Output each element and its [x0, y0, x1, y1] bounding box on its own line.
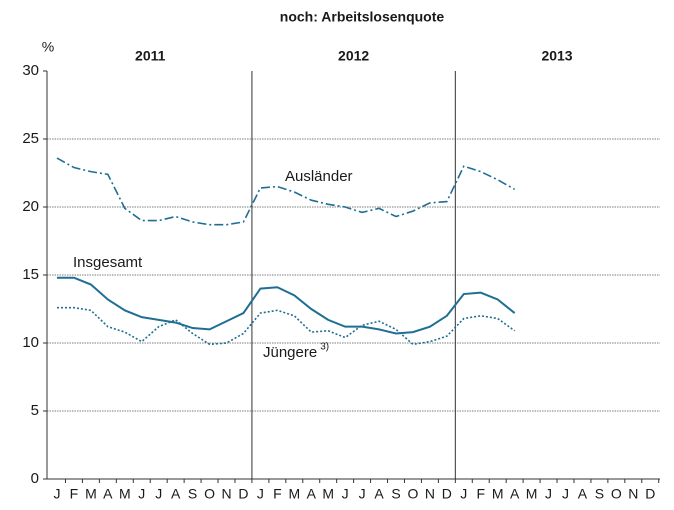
- x-tick-label: J: [342, 486, 349, 502]
- x-tick-label: M: [526, 486, 538, 502]
- series-label: Ausländer: [285, 168, 353, 185]
- x-tick-label: M: [288, 486, 300, 502]
- series-label: Insgesamt: [73, 254, 143, 271]
- x-tick-label: N: [425, 486, 435, 502]
- y-tick-label: 10: [22, 334, 39, 351]
- x-tick-label: F: [476, 486, 485, 502]
- x-tick-label: N: [628, 486, 638, 502]
- x-tick-label: M: [119, 486, 131, 502]
- series-line: [57, 306, 516, 346]
- series-line: [56, 157, 516, 226]
- x-tick-label: F: [70, 486, 79, 502]
- y-tick-label: 30: [22, 62, 39, 79]
- x-tick-label: O: [611, 486, 622, 502]
- chart-title: noch: Arbeitslosenquote: [280, 9, 445, 25]
- x-tick-label: A: [374, 486, 384, 502]
- x-tick-label: M: [85, 486, 97, 502]
- x-tick-label: J: [545, 486, 552, 502]
- x-tick-label: A: [578, 486, 588, 502]
- x-tick-label: J: [138, 486, 145, 502]
- x-tick-label: J: [155, 486, 162, 502]
- x-tick-label: J: [257, 486, 264, 502]
- series-label: Jüngere: [263, 344, 317, 361]
- y-tick-label: 0: [31, 470, 39, 487]
- x-tick-label: J: [54, 486, 61, 502]
- footnote-marker: 3): [320, 342, 329, 353]
- x-tick-label: J: [562, 486, 569, 502]
- x-tick-label: D: [645, 486, 655, 502]
- year-label: 2012: [338, 48, 369, 64]
- x-tick-label: M: [322, 486, 334, 502]
- x-tick-label: A: [171, 486, 181, 502]
- year-label: 2013: [541, 48, 572, 64]
- x-tick-label: N: [221, 486, 231, 502]
- x-tick-label: M: [492, 486, 504, 502]
- year-label: 2011: [135, 48, 166, 64]
- x-tick-label: S: [595, 486, 604, 502]
- x-tick-label: J: [460, 486, 467, 502]
- y-tick-label: 15: [22, 266, 39, 283]
- y-tick-label: 5: [31, 402, 39, 419]
- x-tick-label: O: [408, 486, 419, 502]
- series-line: [57, 276, 516, 335]
- x-tick-label: D: [442, 486, 452, 502]
- x-tick-label: A: [510, 486, 520, 502]
- x-tick-label: A: [103, 486, 113, 502]
- x-tick-label: O: [204, 486, 215, 502]
- x-tick-label: D: [238, 486, 248, 502]
- x-tick-label: J: [359, 486, 366, 502]
- x-tick-label: F: [273, 486, 282, 502]
- x-tick-label: A: [307, 486, 317, 502]
- y-unit: %: [42, 39, 54, 55]
- x-tick-label: S: [391, 486, 400, 502]
- y-tick-label: 20: [22, 198, 39, 215]
- y-tick-label: 25: [22, 130, 39, 147]
- x-tick-label: S: [188, 486, 197, 502]
